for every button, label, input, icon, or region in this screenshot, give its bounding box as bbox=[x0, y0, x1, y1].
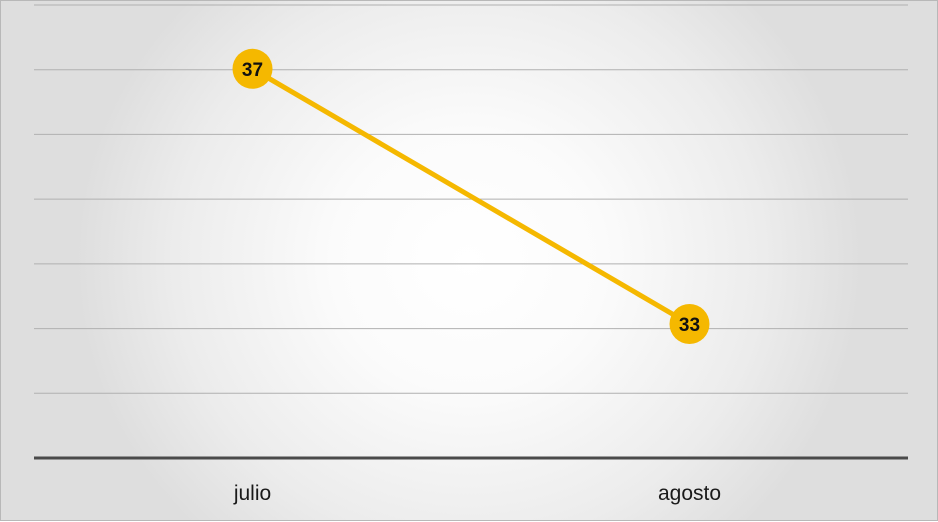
data-label: 33 bbox=[679, 315, 700, 336]
x-tick-label: agosto bbox=[658, 482, 721, 505]
x-tick-label: julio bbox=[233, 482, 271, 505]
series-line bbox=[250, 66, 692, 327]
data-label: 37 bbox=[242, 60, 263, 81]
gridlines bbox=[34, 4, 908, 394]
data-point-marker bbox=[232, 48, 273, 89]
series-layer: 37 33 bbox=[232, 48, 710, 345]
data-point-marker bbox=[669, 304, 710, 345]
x-axis-ticks: julio agosto bbox=[233, 482, 721, 505]
